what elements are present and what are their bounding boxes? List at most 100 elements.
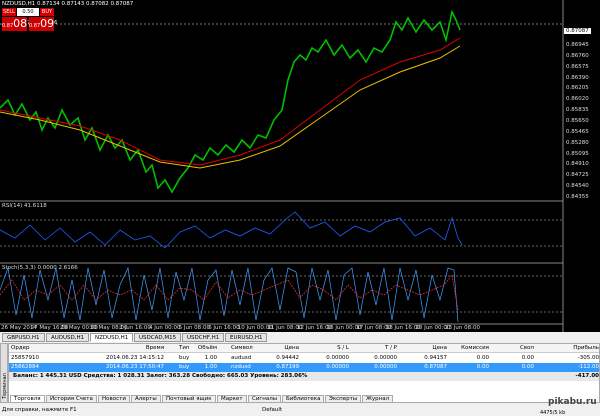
row[interactable]	[9, 354, 599, 363]
balance-summary: Баланс: 1 445.31 USD Средства: 1 028.31 …	[13, 373, 308, 379]
column-header: Цена	[432, 345, 447, 351]
time-axis-label: 10 Jun 00:00	[237, 325, 273, 331]
time-axis-label: 20 Jun 00:00	[415, 325, 451, 331]
table-cell: nzdusd	[231, 364, 251, 370]
column-header: Символ	[231, 345, 253, 351]
terminal-tab[interactable]: Алерты	[131, 395, 161, 403]
column-header: Ордер	[11, 345, 30, 351]
time-axis-label: 12 Jun 16:00	[297, 325, 332, 331]
table-cell: -305.00	[577, 355, 599, 361]
stoch-signal	[0, 274, 459, 311]
terminal-tab[interactable]: Торговля	[10, 395, 45, 403]
price-axis-label: 0.86760	[566, 52, 589, 59]
column-header: Комиссия	[461, 345, 489, 351]
price-axis-label: 0.85835	[566, 107, 589, 114]
one-click-trading: SELL 0.50 BUY 0.87087 0.87096	[2, 8, 58, 34]
chart-graphics	[0, 0, 564, 332]
time-axis-label: 27 May 16:00	[30, 325, 69, 331]
rsi-line	[0, 211, 463, 249]
chart-tab[interactable]: AUDUSD,H1	[46, 333, 90, 342]
table-cell: buy	[179, 355, 190, 361]
column-header: T / P	[384, 345, 397, 351]
terminal-tab[interactable]: История Счета	[46, 395, 97, 403]
table-cell: 0.00	[521, 355, 534, 361]
bid-price[interactable]: 0.87087	[2, 17, 30, 31]
table-cell: 0.00000	[326, 364, 349, 370]
moving-average-slow	[0, 45, 461, 169]
price-series	[0, 9, 461, 194]
lot-input[interactable]: 0.50	[17, 8, 39, 16]
time-axis-label: 6 Jun 16:00	[208, 325, 240, 331]
stoch-main	[0, 266, 459, 323]
column-header: Время	[145, 345, 164, 351]
table-cell: 2014.06.23 17:50:47	[106, 364, 164, 370]
time-axis-label: 18 Jun 16:00	[385, 325, 421, 331]
sell-button[interactable]: SELL	[2, 8, 16, 16]
column-header: Объём	[197, 345, 217, 351]
price-axis-label: 0.85650	[566, 118, 589, 124]
chart-tab[interactable]: USDCAD,M15	[134, 333, 182, 342]
price-axis-label: 0.84910	[566, 161, 589, 168]
status-profile: Default	[262, 407, 283, 413]
stoch-label: Stoch(5,3,3) 0.0000 2.6166	[2, 265, 78, 271]
table-cell: 0.00000	[326, 355, 349, 361]
table-cell: 0.00000	[374, 355, 397, 361]
buy-button[interactable]: BUY	[40, 8, 54, 16]
total-profit: -417.00	[575, 373, 599, 379]
status-traffic: 4475/5 kb	[540, 410, 566, 416]
table-cell: 25862884	[11, 364, 39, 370]
table-cell: 0.00000	[374, 364, 397, 370]
time-axis-label: 30 May 08:00	[89, 325, 128, 331]
balance-row-bg	[9, 372, 599, 381]
column-header: Прибыль	[573, 345, 599, 351]
price-axis-label: 0.86205	[566, 85, 589, 92]
table-cell: 0.87087	[424, 364, 447, 370]
header-row-bg	[9, 344, 599, 353]
price-axis-label: 0.84725	[566, 172, 589, 179]
chart-tab[interactable]: NZDUSD,H1	[90, 333, 134, 342]
column-header: Цена	[284, 345, 299, 351]
terminal-tab[interactable]: Почтовый ящик	[162, 395, 216, 403]
price-big: 09	[40, 17, 55, 30]
price-axis-label: 0.84355	[566, 194, 589, 200]
price-small: 6	[54, 20, 58, 26]
table-cell: 1.00	[204, 355, 217, 361]
table-cell: 0.00	[476, 364, 489, 370]
column-header: Своп	[519, 345, 534, 351]
current-price-label: 0.87087	[564, 28, 591, 34]
time-axis-label: 17 Jun 08:00	[356, 325, 392, 331]
table-cell: 0.00	[521, 364, 534, 370]
table-cell: -112.00	[577, 364, 599, 370]
terminal-tab[interactable]: Журнал	[362, 395, 394, 403]
price-axis-label: 0.85465	[566, 128, 589, 135]
rsi-label: RSI(14) 41.6118	[2, 203, 47, 209]
terminal-tab[interactable]: Маркет	[217, 395, 247, 403]
chart-tab[interactable]: EURUSD,H1	[225, 333, 268, 342]
table-cell: 0.94442	[276, 355, 299, 361]
chart-tab[interactable]: GBPUSD,H1	[2, 333, 45, 342]
ask-price[interactable]: 0.87096	[29, 17, 58, 31]
time-axis-label: 16 Jun 00:00	[326, 325, 362, 331]
status-help: Для справки, нажмите F1	[2, 407, 77, 413]
column-header: S / L	[337, 345, 349, 351]
time-axis-label: 23 Jun 08:00	[445, 325, 480, 331]
price-axis-label: 0.86020	[566, 96, 589, 103]
price-axis-label: 0.85095	[566, 150, 589, 157]
selected-row[interactable]	[9, 363, 599, 372]
chart-header: NZDUSD,H1 0.87134 0.87143 0.87082 0.8708…	[2, 1, 134, 7]
chart-tab[interactable]: USDCHF,H1	[182, 333, 225, 342]
column-header: Тип	[179, 345, 190, 351]
table-cell: 25857910	[11, 355, 39, 361]
table-cell: 0.87199	[276, 364, 299, 370]
table-cell: 1.00	[204, 364, 217, 370]
terminal-tab[interactable]: Сигналы	[248, 395, 282, 403]
price-axis-label: 0.86390	[566, 74, 589, 81]
moving-average-fast	[0, 37, 461, 166]
time-axis-label: 2 Jun 16:00	[119, 325, 151, 331]
time-axis-label: 29 May 00:00	[60, 325, 98, 331]
price-big: 08	[13, 17, 28, 30]
terminal-tab[interactable]: Новости	[98, 395, 130, 403]
terminal-tab[interactable]: Эксперты	[325, 395, 362, 403]
terminal-tab[interactable]: Библиотека	[282, 395, 325, 403]
